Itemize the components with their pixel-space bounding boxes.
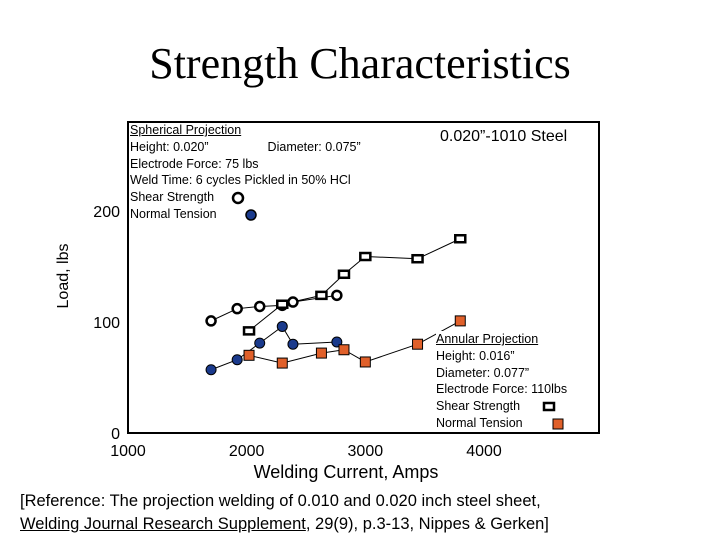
reference-line-1: [Reference: The projection welding of 0.… — [20, 492, 541, 510]
point-spherical-tension — [287, 338, 299, 350]
point-spherical-tension — [231, 354, 243, 366]
point-annular-shear — [315, 290, 328, 301]
y-tick-label: 100 — [93, 315, 120, 332]
y-axis-label: Load, lbs — [55, 244, 72, 309]
point-spherical-shear — [231, 302, 243, 315]
open-circle-marker-icon — [231, 191, 245, 205]
point-spherical-shear — [331, 289, 343, 302]
point-annular-shear — [454, 234, 467, 244]
point-annular-tension — [412, 338, 424, 350]
annular-electrode-force: Electrode Force: 110lbs — [436, 382, 568, 397]
point-annular-tension — [359, 356, 371, 368]
x-axis-label: Welding Current, Amps — [254, 462, 439, 482]
point-annular-shear — [242, 326, 256, 336]
point-annular-shear — [359, 251, 372, 262]
filled-square-marker-icon — [552, 418, 564, 430]
chart-marks — [205, 234, 467, 376]
annular-legend-tension: Normal Tension — [436, 415, 567, 432]
point-annular-tension — [315, 347, 327, 359]
annular-diameter: Diameter: 0.077” — [436, 365, 530, 380]
spherical-legend-box: Spherical Projection Height: 0.020” Diam… — [130, 122, 361, 223]
point-annular-tension — [454, 315, 466, 327]
spherical-legend-tension: Normal Tension — [130, 206, 361, 223]
point-spherical-shear — [205, 315, 217, 327]
point-annular-shear — [276, 299, 289, 309]
point-spherical-tension — [276, 320, 288, 332]
spherical-legend-shear: Shear Strength — [130, 189, 361, 206]
spherical-heading: Spherical Projection — [130, 123, 242, 137]
y-tick-label: 0 — [111, 426, 120, 443]
point-spherical-tension — [205, 364, 217, 376]
spherical-weld-time: Weld Time: 6 cycles Pickled in 50% HCl — [130, 173, 351, 188]
chart-title: Strength Characteristics — [149, 39, 571, 88]
point-annular-tension — [276, 357, 288, 369]
y-tick-label: 200 — [93, 204, 120, 221]
x-tick-label: 4000 — [466, 443, 502, 460]
annular-legend-shear: Shear Strength — [436, 398, 567, 415]
point-annular-shear — [411, 253, 424, 264]
point-annular-tension — [338, 344, 350, 356]
point-spherical-shear — [287, 296, 299, 308]
reference-details: , 29(9), p.3-13, Nippes & Gerken] — [305, 515, 549, 533]
point-annular-tension — [243, 349, 255, 361]
point-spherical-shear — [253, 300, 266, 313]
open-square-marker-icon — [542, 401, 556, 412]
x-tick-label: 2000 — [229, 443, 265, 460]
steel-label: 0.020”-1010 Steel — [440, 128, 568, 145]
x-tick-label: 3000 — [348, 443, 384, 460]
reference-line-2: Welding Journal Research Supplement, 29(… — [20, 513, 549, 536]
point-annular-shear — [337, 269, 351, 280]
annular-heading: Annular Projection — [436, 332, 539, 346]
axis-ticks: 1000 2000 3000 4000 0 100 200 — [93, 204, 502, 460]
x-tick-label: 1000 — [110, 443, 146, 460]
spherical-electrode-force: Electrode Force: 75 lbs — [130, 156, 259, 171]
annular-height: Height: 0.016” — [436, 348, 515, 363]
journal-name: Welding Journal Research Supplement — [20, 515, 306, 533]
filled-circle-marker-icon — [244, 208, 257, 221]
reference-citation: [Reference: The projection welding of 0.… — [20, 490, 549, 536]
annular-legend-box: Annular Projection Height: 0.016” Diamet… — [436, 331, 568, 432]
spherical-height-diameter: Height: 0.020” Diameter: 0.075” — [130, 139, 361, 154]
point-spherical-tension — [254, 337, 266, 349]
